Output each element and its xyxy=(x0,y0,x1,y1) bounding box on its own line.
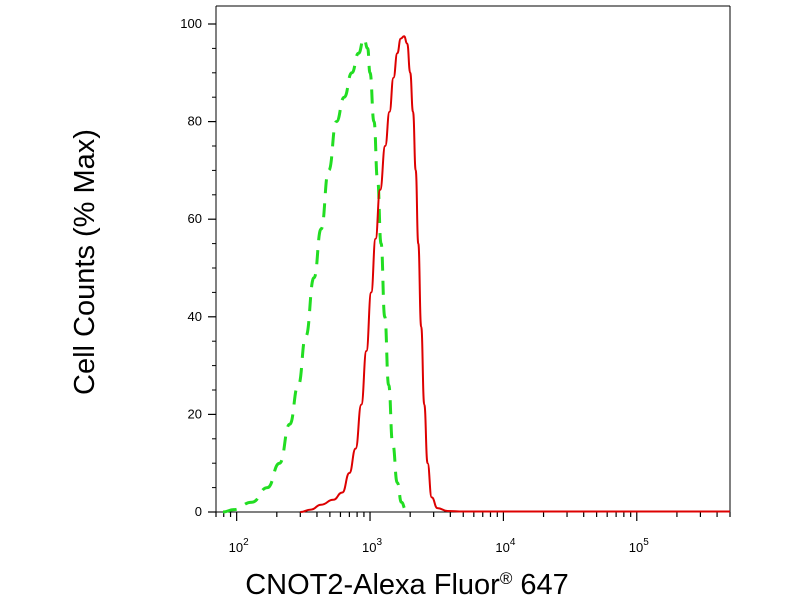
x-axis-title: CNOT2-Alexa Fluor® 647 xyxy=(245,569,569,600)
x-tick-exponent: 4 xyxy=(510,537,516,548)
x-tick-exponent: 3 xyxy=(376,537,382,548)
series-line-1 xyxy=(222,37,411,514)
x-tick-label: 102 xyxy=(229,537,249,555)
x-tick-exponent: 2 xyxy=(243,537,249,548)
y-axis: 0 20 40 60 80 100 xyxy=(180,16,216,519)
y-tick-label: 80 xyxy=(188,114,202,129)
x-axis: 102 103 104 105 xyxy=(215,512,731,555)
y-tick-label: 60 xyxy=(188,211,202,226)
y-tick-label: 100 xyxy=(180,16,202,31)
y-tick-label: 0 xyxy=(195,504,202,519)
x-tick-label: 105 xyxy=(629,537,649,555)
series-layer xyxy=(222,35,730,514)
x-tick-base: 10 xyxy=(362,540,376,555)
x-tick-exponent: 5 xyxy=(643,537,649,548)
y-axis-title: Cell Counts (% Max) xyxy=(69,129,101,395)
x-tick-label: 103 xyxy=(362,537,382,555)
x-title-suffix: 647 xyxy=(512,569,568,600)
plot-frame xyxy=(215,5,731,513)
x-tick-base: 10 xyxy=(629,540,643,555)
y-tick-label: 40 xyxy=(188,309,202,324)
x-tick-label: 104 xyxy=(495,537,515,555)
registered-mark: ® xyxy=(500,569,513,588)
x-tick-base: 10 xyxy=(229,540,243,555)
x-title-text: CNOT2-Alexa Fluor xyxy=(245,569,500,600)
y-tick-label: 20 xyxy=(188,406,202,421)
x-tick-base: 10 xyxy=(495,540,509,555)
series-line-2 xyxy=(300,35,730,513)
